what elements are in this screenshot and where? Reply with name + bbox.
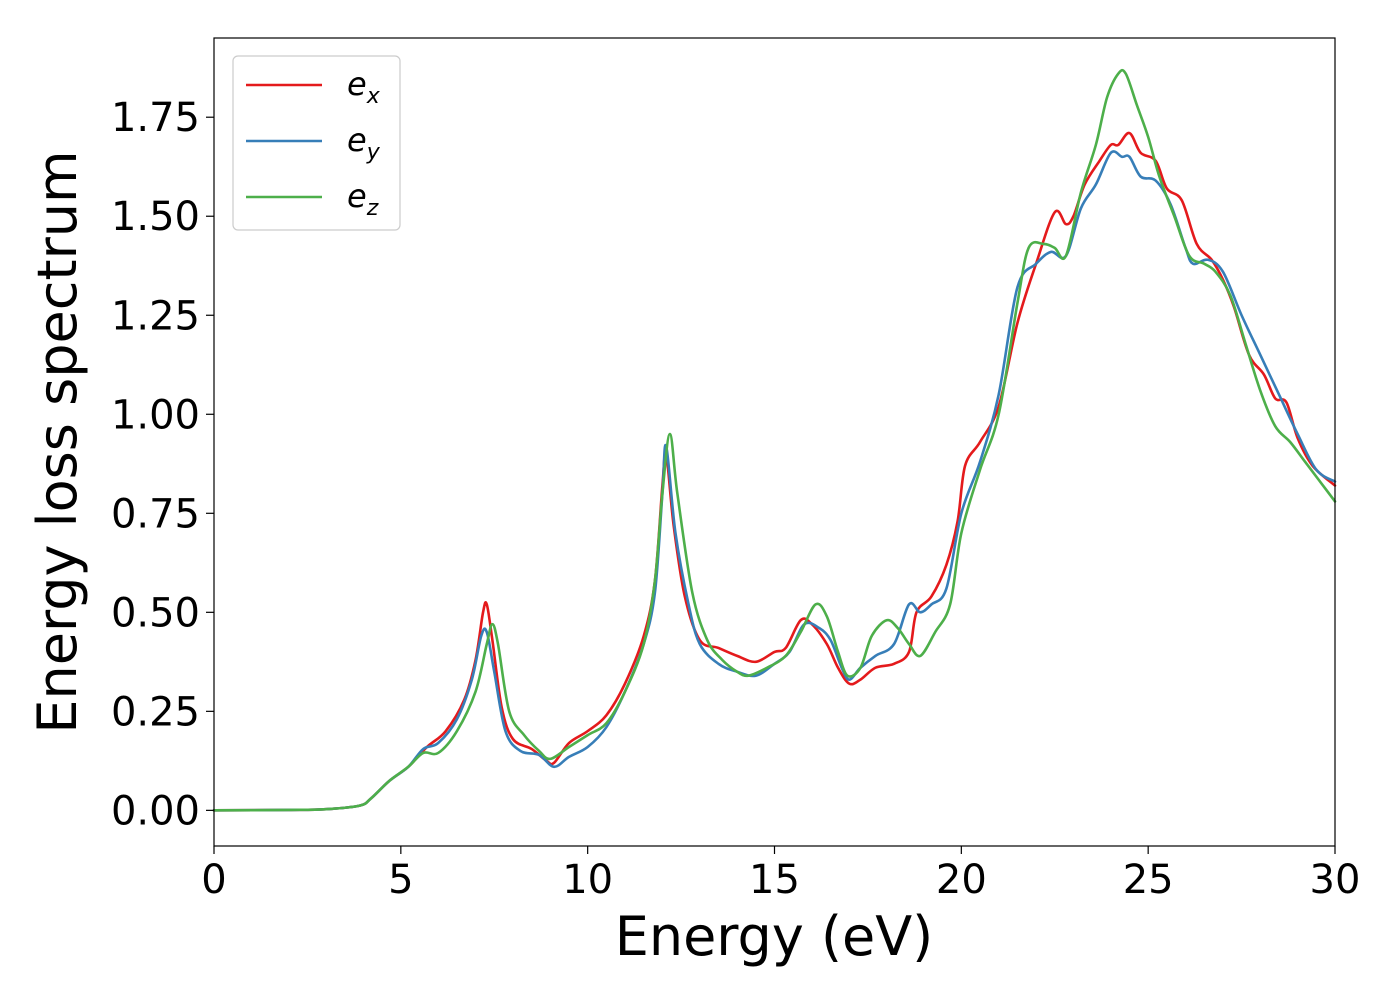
x-tick-label: 10 [562, 857, 613, 903]
y-axis-title: Energy loss spectrum [26, 150, 89, 733]
y-tick-label: 0.50 [111, 590, 200, 636]
series-line-y [212, 150, 1337, 812]
series-layer [212, 68, 1337, 812]
y-tick-label: 0.00 [111, 788, 200, 834]
legend-label-x: ex [347, 65, 381, 109]
x-axis: 0 5 10 15 20 25 30 [201, 846, 1360, 903]
y-tick-label: 0.25 [111, 689, 200, 735]
y-tick-label: 1.00 [111, 392, 200, 438]
legend-box [232, 55, 401, 231]
x-tick-label: 0 [201, 857, 226, 903]
y-tick-label: 1.50 [111, 194, 200, 240]
legend-label-z: ez [347, 177, 379, 221]
x-tick-label: 20 [936, 857, 987, 903]
legend-items: ex ey ez [246, 65, 381, 221]
series-line-z [212, 68, 1337, 812]
series-line-x [212, 131, 1337, 812]
x-tick-label: 25 [1123, 857, 1174, 903]
y-tick-label: 1.25 [111, 293, 200, 339]
y-axis: 0.00 0.25 0.50 0.75 1.00 1.25 1.50 1.75 [111, 95, 214, 834]
y-tick-label: 0.75 [111, 491, 200, 537]
x-tick-label: 30 [1310, 857, 1361, 903]
y-tick-label: 1.75 [111, 95, 200, 141]
x-tick-label: 5 [388, 857, 413, 903]
legend: ex ey ez [232, 55, 401, 231]
x-axis-title: Energy (eV) [615, 905, 934, 968]
legend-label-y: ey [347, 121, 381, 165]
x-tick-label: 15 [749, 857, 800, 903]
